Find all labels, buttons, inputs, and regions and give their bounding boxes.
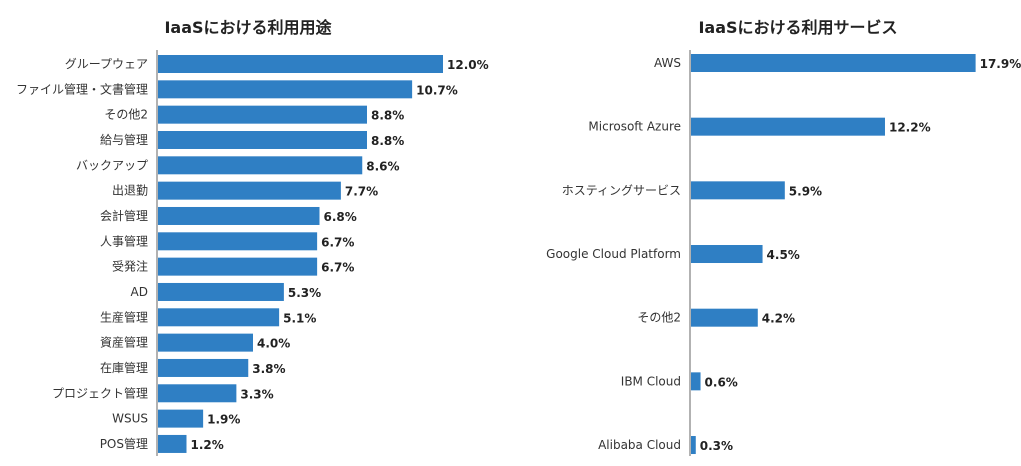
left-bar [158,232,318,251]
left-bar [158,105,367,124]
right-bar [691,372,701,391]
left-bar [158,181,341,200]
left-category-label: 在庫管理 [100,360,148,375]
left-bar [158,130,367,149]
left-value-label: 1.9% [207,413,240,427]
left-category-label: その他2 [104,108,148,122]
left-value-label: 8.8% [371,109,404,123]
left-category-label: 給与管理 [100,132,148,147]
right-category-label: Google Cloud Platform [546,247,681,261]
left-category-label: AD [131,285,148,299]
left-category-label: 資産管理 [100,335,148,350]
right-value-label: 0.6% [705,375,738,389]
left-category-label: バックアップ [76,158,148,172]
left-bar [158,156,363,175]
right-value-label: 5.9% [789,184,822,198]
left-value-label: 4.0% [257,337,290,351]
left-category-label: 会計管理 [100,208,148,223]
left-value-label: 3.8% [252,362,285,376]
chart-left: IaaSにおける利用用途 グループウェア 12.0% ファイル管理・文書管理 10.7… [16,18,489,456]
right-bar [691,181,785,200]
right-category-label: Microsoft Azure [588,120,681,134]
right-bar [691,54,976,72]
left-bar [158,333,253,352]
left-bar [158,282,284,301]
right-category-label: IBM Cloud [621,374,681,388]
left-bar [158,308,280,327]
left-category-label: プロジェクト管理 [52,385,148,400]
left-bar [158,409,204,428]
left-value-label: 7.7% [345,185,378,199]
left-bar [158,206,320,225]
right-bar [691,117,885,136]
left-bar [158,358,249,377]
left-bar [158,55,443,73]
right-category-label: ホスティングサービス [562,183,681,197]
left-category-label: グループウェア [65,57,148,71]
right-value-label: 4.2% [762,312,795,326]
left-value-label: 6.7% [321,261,354,275]
chart-right: IaaSにおける利用サービス AWS 17.9% Microsoft Azure 12… [546,18,1021,456]
right-category-label: AWS [654,56,681,70]
right-bar [691,308,758,327]
left-value-label: 1.2% [191,438,224,452]
left-value-label: 5.3% [288,286,321,300]
left-value-label: 8.8% [371,134,404,148]
left-category-label: 生産管理 [100,309,148,324]
left-category-label: ファイル管理・文書管理 [16,81,148,96]
right-value-label: 4.5% [767,248,800,262]
left-category-label: 出退勤 [112,184,148,198]
right-category-label: その他2 [637,311,681,325]
left-value-label: 5.1% [283,311,316,325]
left-category-label: 受発注 [112,259,148,274]
right-category-label: Alibaba Cloud [598,438,681,452]
left-category-label: POS管理 [100,436,148,451]
left-bar [158,434,187,453]
left-value-label: 6.7% [321,235,354,249]
right-value-label: 0.3% [700,439,733,453]
chart-right-title: IaaSにおける利用サービス [698,18,897,37]
left-bar [158,384,237,403]
left-bar [158,257,318,276]
chart-left-title: IaaSにおける利用用途 [164,18,332,37]
right-value-label: 17.9% [980,57,1021,71]
right-bar [691,245,763,264]
left-value-label: 10.7% [416,83,458,97]
left-category-label: WSUS [112,412,148,426]
left-value-label: 8.6% [366,159,399,173]
left-value-label: 6.8% [324,210,357,224]
left-value-label: 12.0% [447,58,489,72]
right-bar [691,436,696,455]
left-bar [158,80,413,99]
left-category-label: 人事管理 [100,233,148,248]
right-value-label: 12.2% [889,121,931,135]
left-value-label: 3.3% [240,387,273,401]
